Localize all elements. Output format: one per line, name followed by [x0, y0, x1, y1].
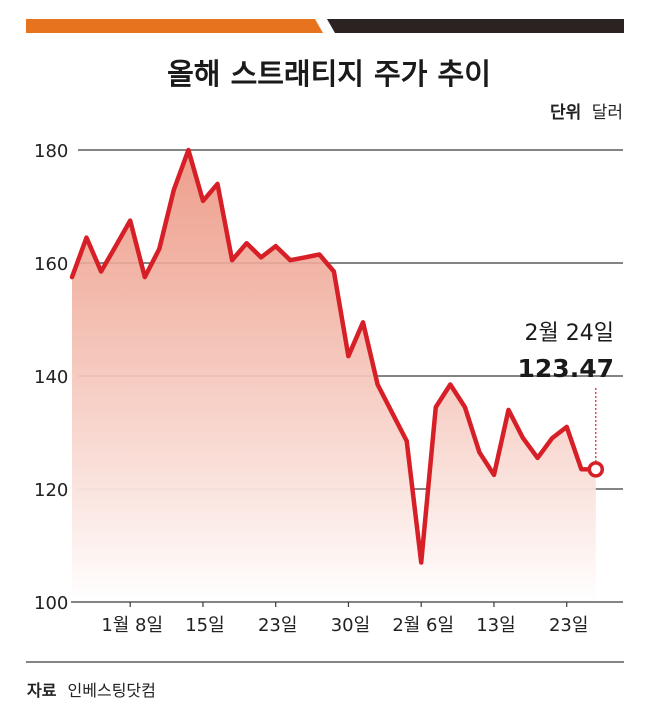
x-tick-label: 23일 — [549, 615, 588, 636]
last-value-marker — [587, 461, 605, 478]
top-band-dark — [327, 19, 624, 33]
x-tick-label: 23일 — [258, 615, 297, 636]
chart-title: 올해 스트래티지 주가 추이 — [167, 57, 491, 91]
x-tick-label: 2월 6일 — [392, 615, 454, 636]
y-tick-label: 180 — [34, 141, 68, 162]
unit-label-value: 달러 — [592, 103, 623, 123]
source-value: 인베스팅닷컴 — [68, 681, 156, 700]
x-tick-label: 13일 — [476, 615, 515, 636]
y-tick-label: 100 — [34, 593, 68, 614]
x-tick-label: 30일 — [331, 615, 370, 636]
y-tick-label: 160 — [34, 254, 68, 275]
source-label: 자료 — [27, 681, 57, 700]
y-tick-group: 180 160 140 120 100 — [34, 141, 68, 614]
price-area — [72, 150, 596, 602]
x-tick-label: 15일 — [185, 615, 224, 636]
unit-label: 단위 달러 — [550, 103, 623, 123]
x-tick-group: 1월 8일 15일 23일 30일 2월 6일 13일 23일 — [101, 602, 588, 636]
y-tick-label: 120 — [34, 480, 68, 501]
x-tick-label: 1월 8일 — [101, 615, 163, 636]
unit-label-key: 단위 — [550, 103, 581, 123]
source-note: 자료 인베스팅닷컴 — [27, 681, 156, 700]
price-line — [69, 147, 599, 565]
top-band-orange — [26, 19, 323, 33]
annotation-date: 2월 24일 — [525, 321, 614, 346]
annotation-value: 123.47 — [518, 354, 614, 383]
y-tick-label: 140 — [34, 367, 68, 388]
